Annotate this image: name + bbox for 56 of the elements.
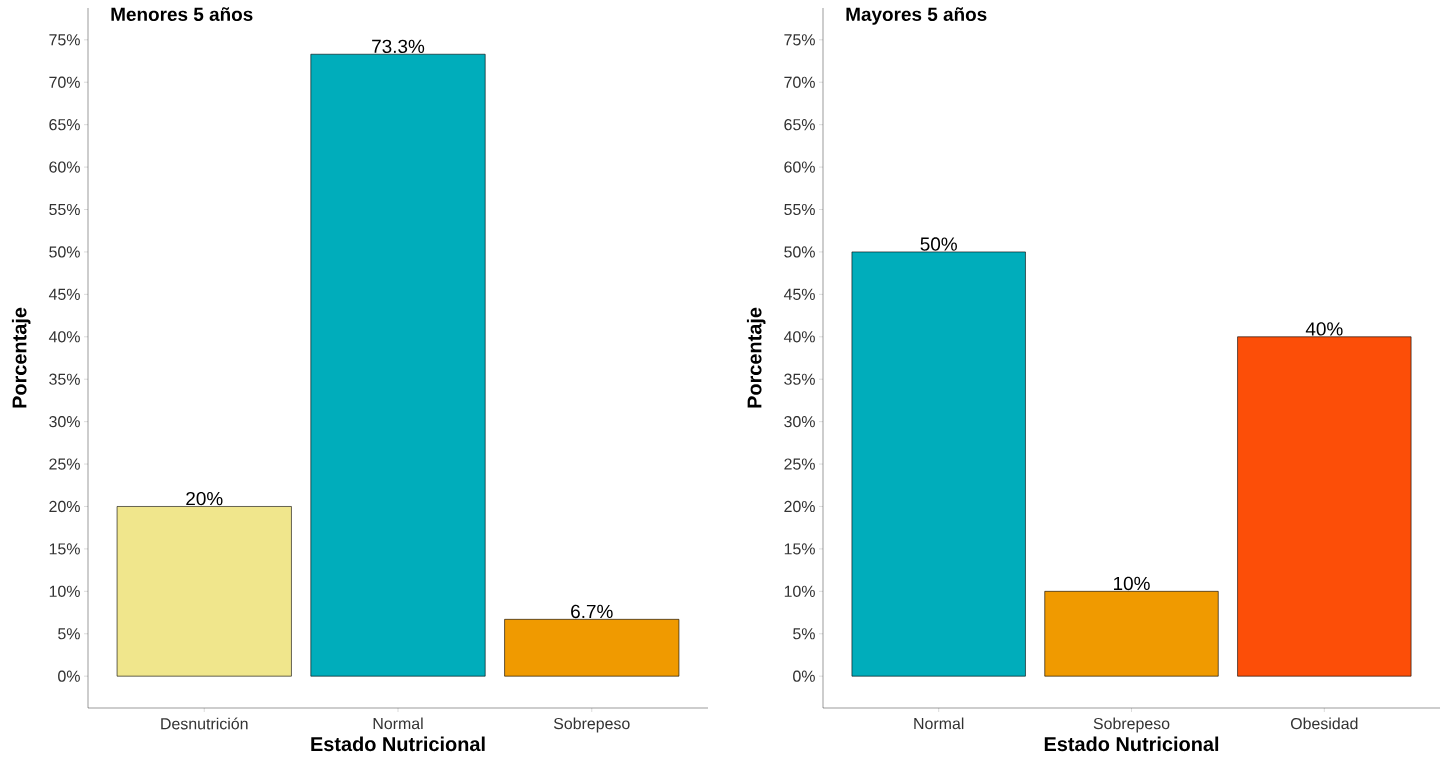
y-tick-label: 35% — [49, 373, 80, 385]
y-tick-label: 20% — [784, 500, 815, 513]
bar — [1237, 336, 1412, 677]
y-axis-title: Porcentaje — [11, 307, 31, 408]
y-tick-label: 20% — [49, 500, 80, 513]
data-label: 10% — [1114, 576, 1150, 591]
y-tick-label: 5% — [58, 628, 80, 640]
y-tick-label: 50% — [49, 246, 80, 258]
x-axis-title: Estado Nutricional — [1044, 736, 1219, 752]
y-tick-label: 60% — [49, 161, 80, 173]
y-tick-label: 70% — [49, 76, 80, 88]
data-label: 73.3% — [372, 39, 425, 54]
y-tick-label: 10% — [784, 585, 815, 597]
y-tick-label: 0% — [58, 670, 80, 682]
y-tick-label: 5% — [793, 628, 815, 640]
chart-title: Mayores 5 años — [846, 7, 987, 25]
chart-title: Menores 5 años — [111, 7, 253, 22]
x-tick-label: Obesidad — [1290, 717, 1358, 730]
bar — [310, 53, 486, 677]
y-tick-label: 50% — [784, 246, 815, 258]
y-tick-label: 65% — [49, 119, 80, 131]
data-label: 20% — [186, 491, 223, 506]
x-tick-label: Desnutrición — [161, 717, 248, 730]
y-tick-label: 10% — [49, 585, 80, 597]
x-axis-title: Estado Nutricional — [311, 736, 485, 752]
bar — [851, 251, 1026, 677]
x-tick-label: Normal — [914, 717, 964, 730]
y-tick-label: 15% — [784, 543, 815, 555]
x-tick-label: Sobrepeso — [553, 717, 630, 733]
x-tick-label: Sobrepeso — [1093, 717, 1170, 733]
y-tick-label: 45% — [48, 288, 80, 300]
y-tick-label: 30% — [784, 415, 815, 428]
y-tick-label: 25% — [49, 458, 80, 470]
y-tick-label: 70% — [784, 76, 815, 88]
bar — [116, 506, 292, 677]
y-tick-label: 15% — [49, 543, 80, 555]
y-tick-label: 40% — [48, 331, 80, 343]
y-tick-label: 65% — [784, 119, 815, 131]
y-tick-label: 30% — [49, 415, 80, 428]
data-label: 40% — [1305, 322, 1343, 336]
data-label: 6.7% — [571, 604, 613, 619]
y-tick-label: 60% — [784, 161, 815, 173]
y-tick-label: 40% — [783, 331, 815, 343]
bar — [1044, 591, 1219, 677]
y-tick-label: 75% — [784, 34, 815, 46]
y-tick-label: 45% — [783, 288, 815, 300]
y-tick-label: 35% — [784, 373, 815, 385]
bar — [504, 619, 680, 677]
y-tick-label: 55% — [784, 203, 815, 216]
y-axis-title: Porcentaje — [746, 307, 766, 408]
data-label: 50% — [920, 237, 957, 251]
y-tick-label: 55% — [49, 203, 80, 216]
y-tick-label: 25% — [784, 458, 815, 470]
x-tick-label: Normal — [373, 717, 423, 730]
y-tick-label: 0% — [793, 670, 815, 682]
y-tick-label: 75% — [49, 34, 80, 46]
